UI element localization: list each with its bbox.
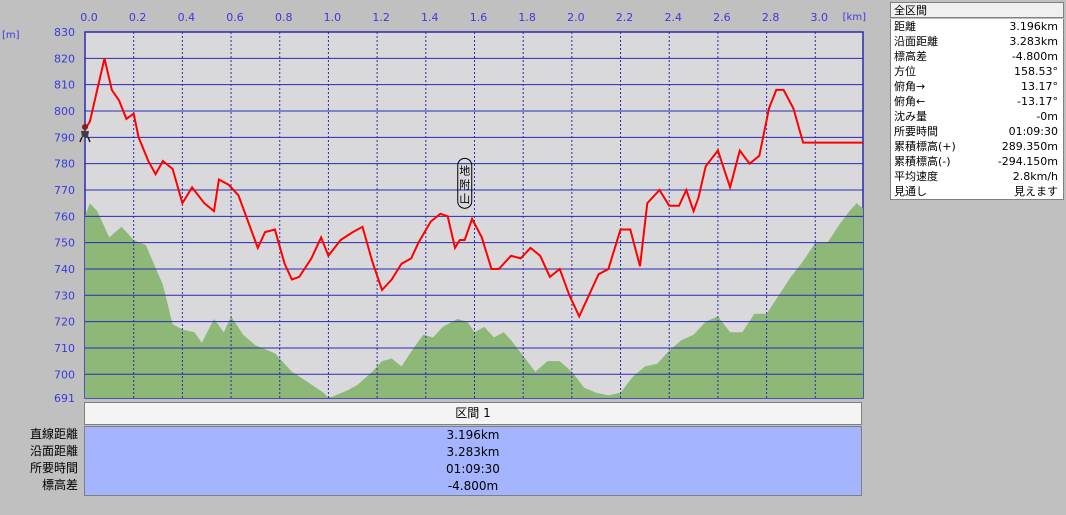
info-row: 見通し 見えます xyxy=(891,184,1063,199)
x-tick-label: 0.6 xyxy=(226,11,244,24)
info-row-label: 見通し xyxy=(894,185,927,198)
x-tick-label: 2.8 xyxy=(762,11,780,24)
section-row-label: 直線距離 xyxy=(29,427,78,441)
x-tick-label: 1.0 xyxy=(324,11,342,24)
y-tick-label: 830 xyxy=(54,26,75,39)
info-row: 累積標高(-) -294.150m xyxy=(891,154,1063,169)
info-row: 距離 3.196km xyxy=(891,19,1063,34)
info-row-value: -0m xyxy=(1036,110,1058,123)
info-row-label: 沈み量 xyxy=(894,110,927,123)
y-tick-label: 740 xyxy=(54,263,75,276)
info-row-label: 俯角← xyxy=(894,95,926,108)
info-row-value: 13.17° xyxy=(1021,80,1058,93)
x-tick-label: 2.4 xyxy=(664,11,682,24)
y-tick-label: 770 xyxy=(54,184,75,197)
y-tick-label: 691 xyxy=(54,392,75,402)
section-labels: 直線距離沿面距離所要時間標高差 xyxy=(0,426,78,494)
info-row-label: 累積標高(-) xyxy=(894,155,951,168)
info-row-label: 沿面距離 xyxy=(894,35,938,48)
x-tick-label: 1.2 xyxy=(372,11,390,24)
svg-text:地附山: 地附山 xyxy=(459,164,470,205)
section-row-value: 01:09:30 xyxy=(446,462,500,476)
section-row-value: -4.800m xyxy=(447,479,499,493)
info-row-label: 所要時間 xyxy=(894,125,938,138)
x-tick-label: 2.2 xyxy=(616,11,634,24)
info-row-label: 平均速度 xyxy=(894,170,938,183)
y-tick-label: 700 xyxy=(54,368,75,381)
x-tick-label: 0.2 xyxy=(129,11,147,24)
info-row: 沿面距離 3.283km xyxy=(891,34,1063,49)
info-panel-title: 全区間 xyxy=(890,2,1064,18)
y-tick-label: 750 xyxy=(54,237,75,250)
info-row: 平均速度 2.8km/h xyxy=(891,169,1063,184)
x-tick-label: 2.6 xyxy=(713,11,731,24)
info-row-label: 標高差 xyxy=(894,50,927,63)
section-row-value: 3.283km xyxy=(446,445,500,459)
info-row-value: 158.53° xyxy=(1014,65,1058,78)
section-row-label: 所要時間 xyxy=(29,461,78,475)
info-row-label: 距離 xyxy=(894,20,916,33)
section-values: 3.196km 3.283km 01:09:30 -4.800m xyxy=(84,426,862,496)
y-tick-label: 720 xyxy=(54,316,75,329)
x-tick-label: 0.4 xyxy=(178,11,196,24)
section-row-value: 3.196km xyxy=(446,428,500,442)
x-tick-label: 3.0 xyxy=(811,11,829,24)
section-header[interactable]: 区間 1 xyxy=(84,402,862,425)
info-row-value: -4.800m xyxy=(1011,50,1058,63)
x-tick-label: 1.4 xyxy=(421,11,439,24)
x-tick-label: 2.0 xyxy=(567,11,585,24)
peak-label: 地附山 xyxy=(457,157,473,209)
info-row-value: -13.17° xyxy=(1017,95,1058,108)
y-tick-label: 800 xyxy=(54,105,75,118)
info-table: 距離 3.196km 沿面距離 3.283km 標高差 -4.800m 方位 158.53° 俯… xyxy=(890,19,1064,200)
info-row: 俯角→ 13.17° xyxy=(891,79,1063,94)
y-tick-label: 820 xyxy=(54,52,75,65)
info-row: 沈み量 -0m xyxy=(891,109,1063,124)
x-tick-label: 1.8 xyxy=(518,11,536,24)
elevation-profile-chart: 0.0 0.2 0.4 0.6 0.8 1.0 1.2 1.4 1.6 1.8 2.0 2.2 2.4 2… xyxy=(2,11,866,402)
hiker-icon xyxy=(79,124,91,143)
y-tick-label: 790 xyxy=(54,131,75,144)
y-tick-label: 730 xyxy=(54,289,75,302)
x-tick-label: 1.6 xyxy=(470,11,488,24)
info-row-value: 01:09:30 xyxy=(1008,125,1058,138)
info-row-value: 2.8km/h xyxy=(1012,170,1058,183)
info-row-value: 3.283km xyxy=(1009,35,1058,48)
x-tick-label: 0.8 xyxy=(275,11,293,24)
y-tick-label: 760 xyxy=(54,210,75,223)
info-row-value: 289.350m xyxy=(1001,140,1058,153)
info-row: 累積標高(+) 289.350m xyxy=(891,139,1063,154)
info-row: 方位 158.53° xyxy=(891,64,1063,79)
info-row-value: -294.150m xyxy=(997,155,1058,168)
info-row-label: 俯角→ xyxy=(894,80,926,93)
y-unit-label: [m] xyxy=(2,30,20,41)
info-row-label: 方位 xyxy=(894,65,916,78)
y-tick-label: 810 xyxy=(54,79,75,92)
info-row: 標高差 -4.800m xyxy=(891,49,1063,64)
terrain-area xyxy=(85,203,863,398)
y-tick-label: 710 xyxy=(54,342,75,355)
route-elevation-line xyxy=(84,58,863,319)
y-tick-label: 780 xyxy=(54,158,75,171)
section-row-label: 沿面距離 xyxy=(29,444,78,458)
info-row-value: 見えます xyxy=(1014,185,1058,198)
info-row-label: 累積標高(+) xyxy=(894,140,956,153)
info-row-value: 3.196km xyxy=(1009,20,1058,33)
info-panel: 全区間 距離 3.196km 沿面距離 3.283km 標高差 -4.800m 方位 158.… xyxy=(890,2,1064,200)
x-tick-label: 0.0 xyxy=(80,11,98,24)
info-row: 所要時間 01:09:30 xyxy=(891,124,1063,139)
section-row-label: 標高差 xyxy=(41,478,78,492)
x-unit-label: [km] xyxy=(843,12,866,23)
info-row: 俯角← -13.17° xyxy=(891,94,1063,109)
